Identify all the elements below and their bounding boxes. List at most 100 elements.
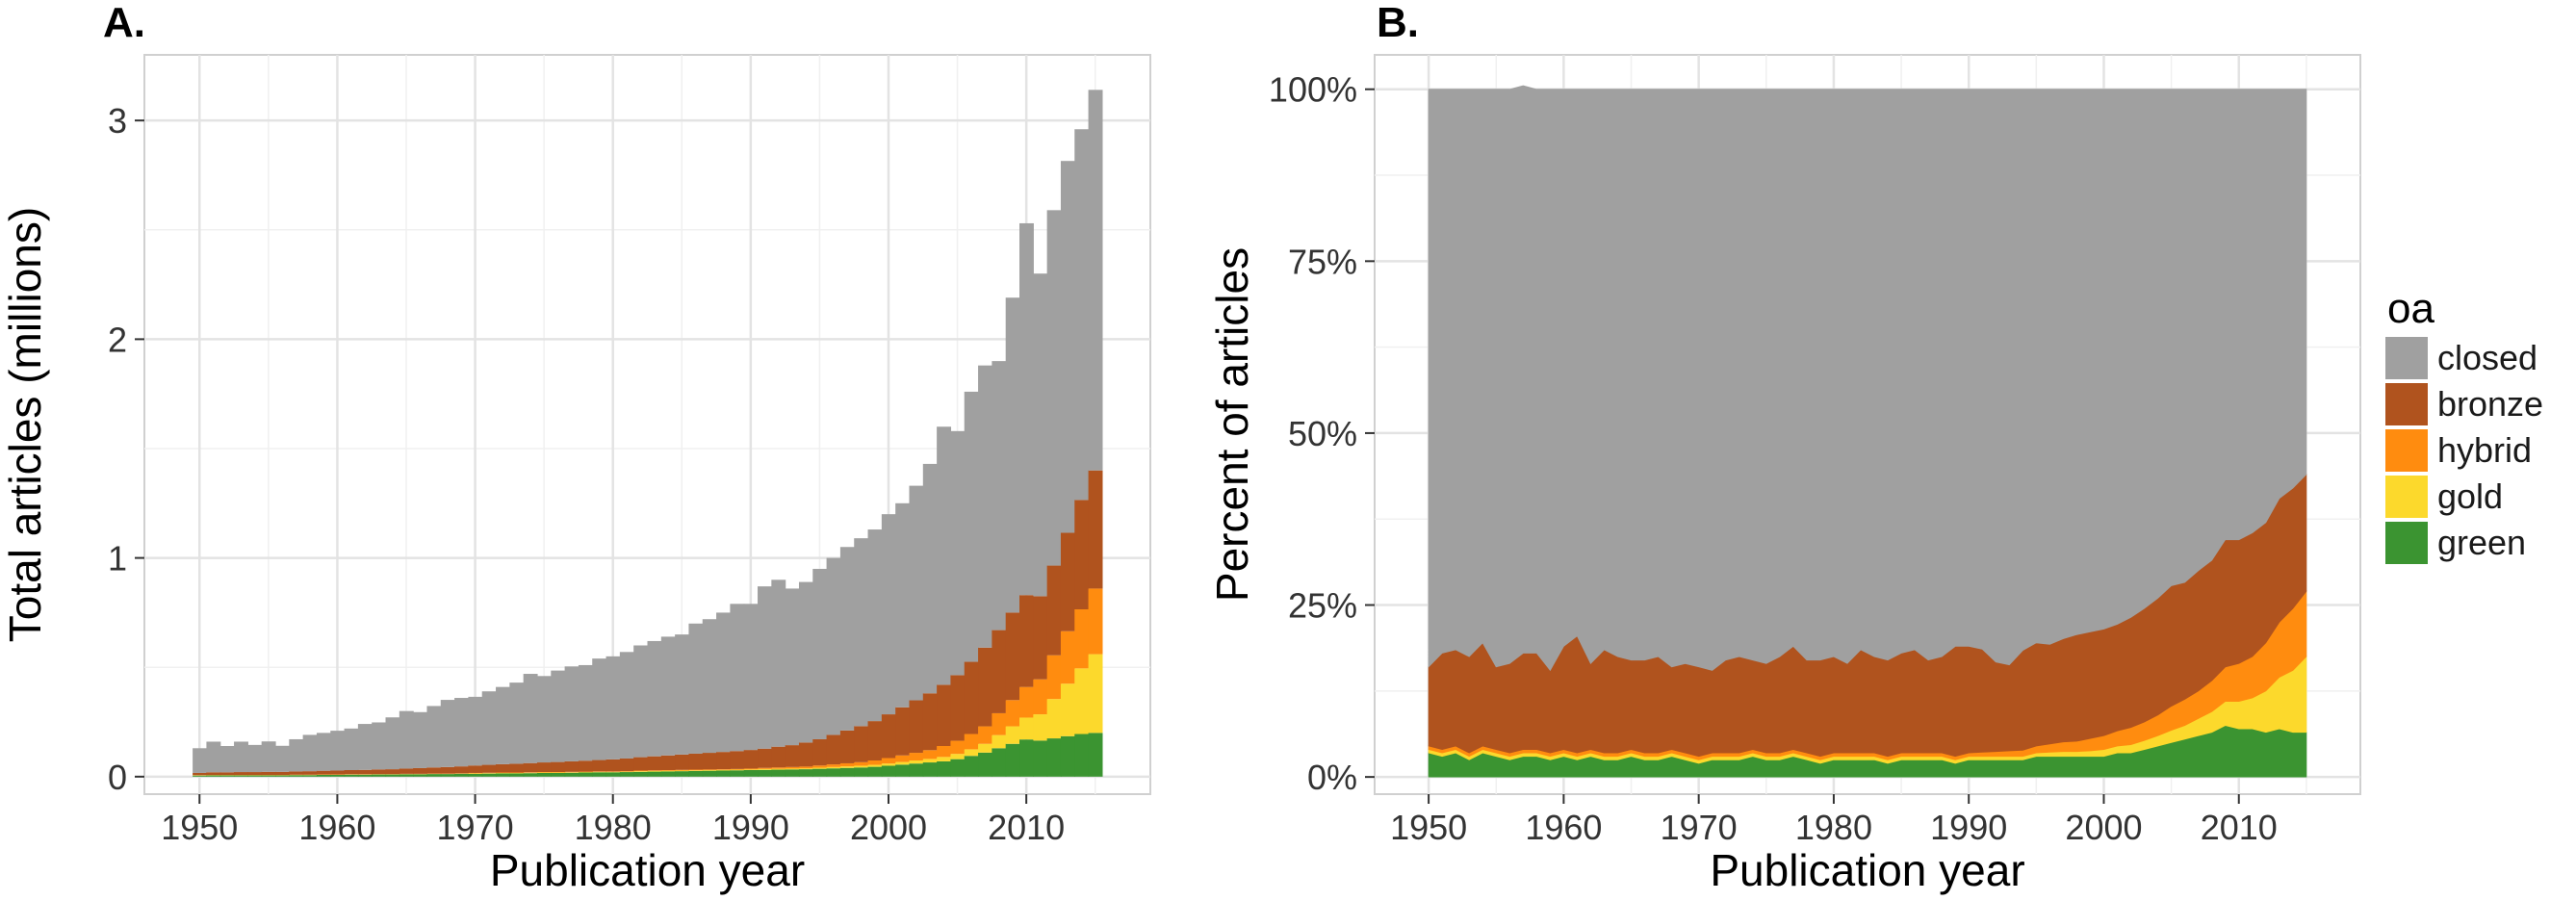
bar-closed-1998: [854, 538, 869, 727]
bar-closed-1959: [316, 733, 331, 771]
bar-green-1965: [399, 774, 414, 777]
bar-hybrid-1983: [647, 770, 662, 771]
bar-bronze-1989: [730, 751, 745, 769]
bar-gold-1990: [743, 769, 759, 771]
bar-green-1986: [688, 770, 704, 777]
bar-hybrid-1990: [743, 768, 759, 770]
bar-closed-1983: [647, 640, 662, 757]
bar-gold-2012: [1046, 699, 1062, 739]
bar-green-1962: [357, 774, 373, 777]
bar-closed-1972: [496, 686, 510, 764]
bar-closed-2011: [1033, 273, 1048, 597]
bar-green-2011: [1033, 740, 1048, 777]
bar-green-1970: [468, 773, 483, 777]
bar-closed-1968: [440, 700, 455, 767]
bar-green-2001: [895, 764, 911, 777]
bar-bronze-1969: [454, 766, 470, 774]
bar-hybrid-2012: [1046, 655, 1062, 700]
bar-hybrid-2011: [1033, 679, 1048, 715]
bar-hybrid-2003: [922, 750, 938, 759]
y-tick-label: 75%: [1288, 242, 1357, 281]
bar-closed-1993: [785, 588, 800, 746]
bar-hybrid-1984: [660, 770, 676, 771]
bar-gold-2006: [964, 749, 979, 757]
bar-green-1979: [592, 772, 607, 777]
bar-gold-1999: [867, 764, 883, 767]
bar-closed-1952: [219, 746, 235, 773]
bar-bronze-2009: [1005, 612, 1020, 701]
bar-green-1954: [247, 775, 263, 777]
bar-closed-1953: [234, 741, 248, 773]
bar-green-1996: [826, 768, 841, 777]
bar-bronze-1990: [743, 750, 759, 769]
bar-closed-1962: [357, 724, 373, 770]
bar-hybrid-2015: [1088, 588, 1103, 655]
bar-hybrid-2005: [950, 740, 966, 755]
y-tick-label: 1: [108, 539, 127, 579]
legend-label-hybrid: hybrid: [2437, 430, 2532, 470]
bar-green-2005: [950, 759, 966, 777]
bar-bronze-1975: [536, 762, 552, 773]
x-tick-label: 1950: [1390, 808, 1467, 847]
bar-closed-2005: [950, 430, 966, 676]
bar-bronze-1983: [647, 756, 662, 771]
bar-green-2003: [922, 762, 938, 777]
bar-closed-2015: [1088, 90, 1103, 471]
bar-hybrid-2004: [937, 746, 952, 758]
bar-bronze-1987: [702, 753, 717, 770]
bar-bronze-1978: [578, 760, 593, 772]
bar-green-1976: [551, 772, 566, 777]
bar-green-2010: [1019, 739, 1034, 777]
bar-green-1966: [413, 774, 428, 777]
panel-b-areas: [1428, 85, 2307, 778]
x-tick-label: 1970: [1661, 808, 1738, 847]
bar-gold-1995: [812, 767, 828, 769]
bar-hybrid-1999: [867, 760, 883, 765]
bar-green-1964: [385, 774, 400, 777]
bar-bronze-1972: [496, 763, 510, 773]
bar-green-1961: [344, 774, 359, 777]
bar-hybrid-1985: [675, 769, 690, 771]
bar-green-1983: [647, 771, 662, 777]
bar-hybrid-1996: [826, 764, 841, 767]
bar-hybrid-2000: [881, 758, 896, 764]
bar-hybrid-2009: [1005, 700, 1020, 727]
bar-green-1960: [330, 775, 346, 777]
bar-bronze-1981: [619, 758, 634, 772]
bar-closed-1964: [385, 717, 400, 770]
bar-gold-1985: [675, 770, 690, 772]
bar-closed-2001: [895, 502, 911, 708]
bar-bronze-1956: [274, 771, 290, 776]
bar-gold-1983: [647, 770, 662, 772]
bar-hybrid-1986: [688, 769, 704, 771]
bar-closed-1978: [578, 664, 593, 761]
bar-bronze-2010: [1019, 595, 1034, 687]
bar-bronze-2008: [992, 630, 1007, 713]
bar-green-1987: [702, 770, 717, 777]
bar-green-1972: [496, 773, 510, 777]
bar-bronze-2003: [922, 693, 938, 751]
bar-gold-2007: [978, 743, 992, 753]
bar-hybrid-2002: [909, 753, 924, 761]
bar-closed-1973: [509, 682, 525, 764]
bar-closed-1955: [261, 741, 276, 772]
bar-bronze-1999: [867, 721, 883, 761]
bar-bronze-2012: [1046, 565, 1062, 656]
bar-closed-1956: [274, 745, 290, 772]
bar-closed-1985: [675, 634, 690, 755]
x-tick-label: 1950: [161, 808, 238, 847]
bar-closed-1996: [826, 557, 841, 735]
panel-a-y-axis-title: Total articles (millions): [0, 207, 50, 642]
panel-b-x-axis-title: Publication year: [1710, 845, 2024, 895]
x-tick-label: 1970: [437, 808, 514, 847]
bar-green-1958: [302, 775, 318, 777]
bar-closed-1979: [592, 658, 607, 760]
bar-hybrid-1998: [854, 761, 869, 766]
bar-bronze-1963: [372, 769, 387, 775]
bar-hybrid-2014: [1074, 609, 1090, 669]
panel-b-chart: 1950 1960 1970 1980 1990 2000 2010 0% 25% 50% 75% 1…: [1207, 0, 2361, 895]
panel-b-label: B.: [1377, 0, 1419, 46]
bar-closed-2000: [881, 514, 896, 715]
bar-bronze-1996: [826, 734, 841, 765]
